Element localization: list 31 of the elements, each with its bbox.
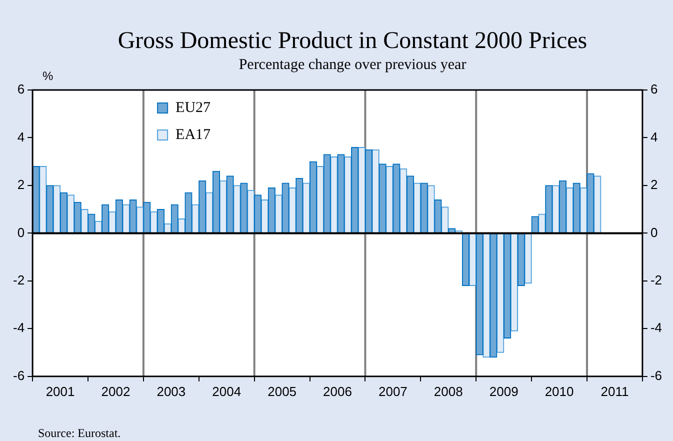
- y-tick-label: 4: [17, 129, 25, 144]
- y2-tick-label: -2: [650, 272, 662, 288]
- x-tick-label: 2008: [434, 384, 463, 399]
- legend-label: EA17: [176, 126, 212, 143]
- x-tick-label: 2006: [323, 384, 352, 399]
- y2-tick-label: 6: [650, 82, 658, 97]
- legend-label: EU27: [176, 100, 212, 116]
- x-tick-label: 2010: [544, 384, 574, 399]
- x-tick-label: 2005: [268, 384, 297, 399]
- y2-tick-label: -4: [650, 320, 662, 336]
- x-tick-label: 2007: [378, 384, 408, 399]
- x-tick-label: 2001: [46, 384, 75, 399]
- x-tick-label: 2004: [212, 384, 242, 399]
- x-tick-label: 2003: [156, 384, 186, 399]
- x-tick-label: 2009: [489, 384, 518, 399]
- y2-tick-label: 4: [650, 129, 658, 144]
- y-tick-label: 2: [17, 177, 25, 192]
- chart-subtitle: Percentage change over previous year: [238, 57, 466, 73]
- y-tick-label: -4: [12, 320, 25, 336]
- y-axis-title: %: [42, 69, 54, 83]
- x-tick-label: 2011: [600, 384, 629, 399]
- y-tick-label: 6: [17, 82, 25, 97]
- x-tick-label: 2002: [101, 384, 130, 399]
- y-tick-label: 0: [17, 224, 25, 240]
- y2-tick-label: 0: [650, 224, 658, 240]
- y-tick-label: -6: [12, 368, 25, 383]
- y2-tick-label: 2: [650, 177, 658, 192]
- y2-tick-label: -6: [650, 368, 662, 383]
- chart-title: Gross Domestic Product in Constant 2000 Prices: [118, 28, 588, 54]
- y-tick-label: -2: [12, 272, 25, 288]
- source-note: Source: Eurostat.: [38, 426, 121, 440]
